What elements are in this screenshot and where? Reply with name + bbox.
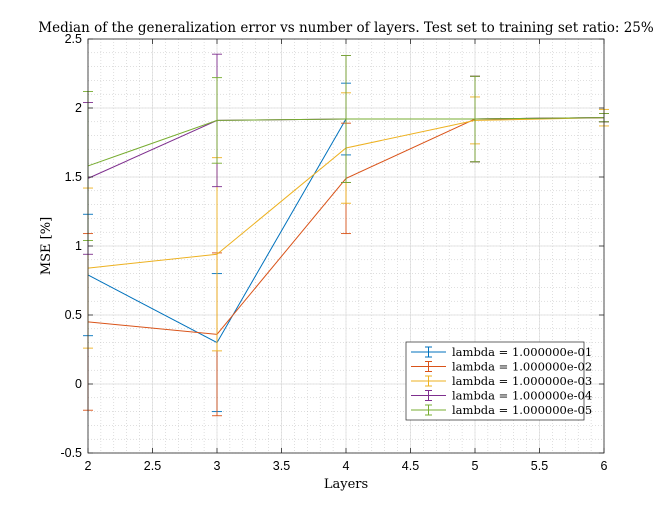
- legend-label: lambda = 1.000000e-02: [452, 360, 592, 374]
- x-tick-label: 5.5: [531, 459, 548, 473]
- y-tick-label: 0: [75, 377, 82, 391]
- legend-label: lambda = 1.000000e-01: [452, 345, 592, 359]
- y-axis-label: MSE [%]: [39, 217, 54, 275]
- y-tick-label: 1: [75, 239, 82, 253]
- legend-label: lambda = 1.000000e-05: [452, 403, 592, 417]
- x-tick-label: 6: [601, 459, 608, 473]
- y-tick-label: 0.5: [65, 308, 82, 322]
- x-tick-label: 4.5: [402, 459, 419, 473]
- x-tick-label: 2.5: [144, 459, 161, 473]
- legend-label: lambda = 1.000000e-03: [452, 374, 592, 388]
- y-tick-label: -0.5: [60, 446, 82, 460]
- y-tick-label: 2.5: [65, 32, 82, 46]
- x-tick-label: 4: [343, 459, 350, 473]
- x-tick-label: 5: [472, 459, 479, 473]
- y-tick-label: 1.5: [65, 170, 82, 184]
- legend-label: lambda = 1.000000e-04: [452, 389, 592, 403]
- chart-title: Median of the generalization error vs nu…: [38, 20, 654, 36]
- x-tick-label: 2: [85, 459, 92, 473]
- x-tick-label: 3.5: [273, 459, 290, 473]
- x-axis-label: Layers: [324, 477, 368, 492]
- y-tick-label: 2: [75, 101, 82, 115]
- x-tick-label: 3: [214, 459, 221, 473]
